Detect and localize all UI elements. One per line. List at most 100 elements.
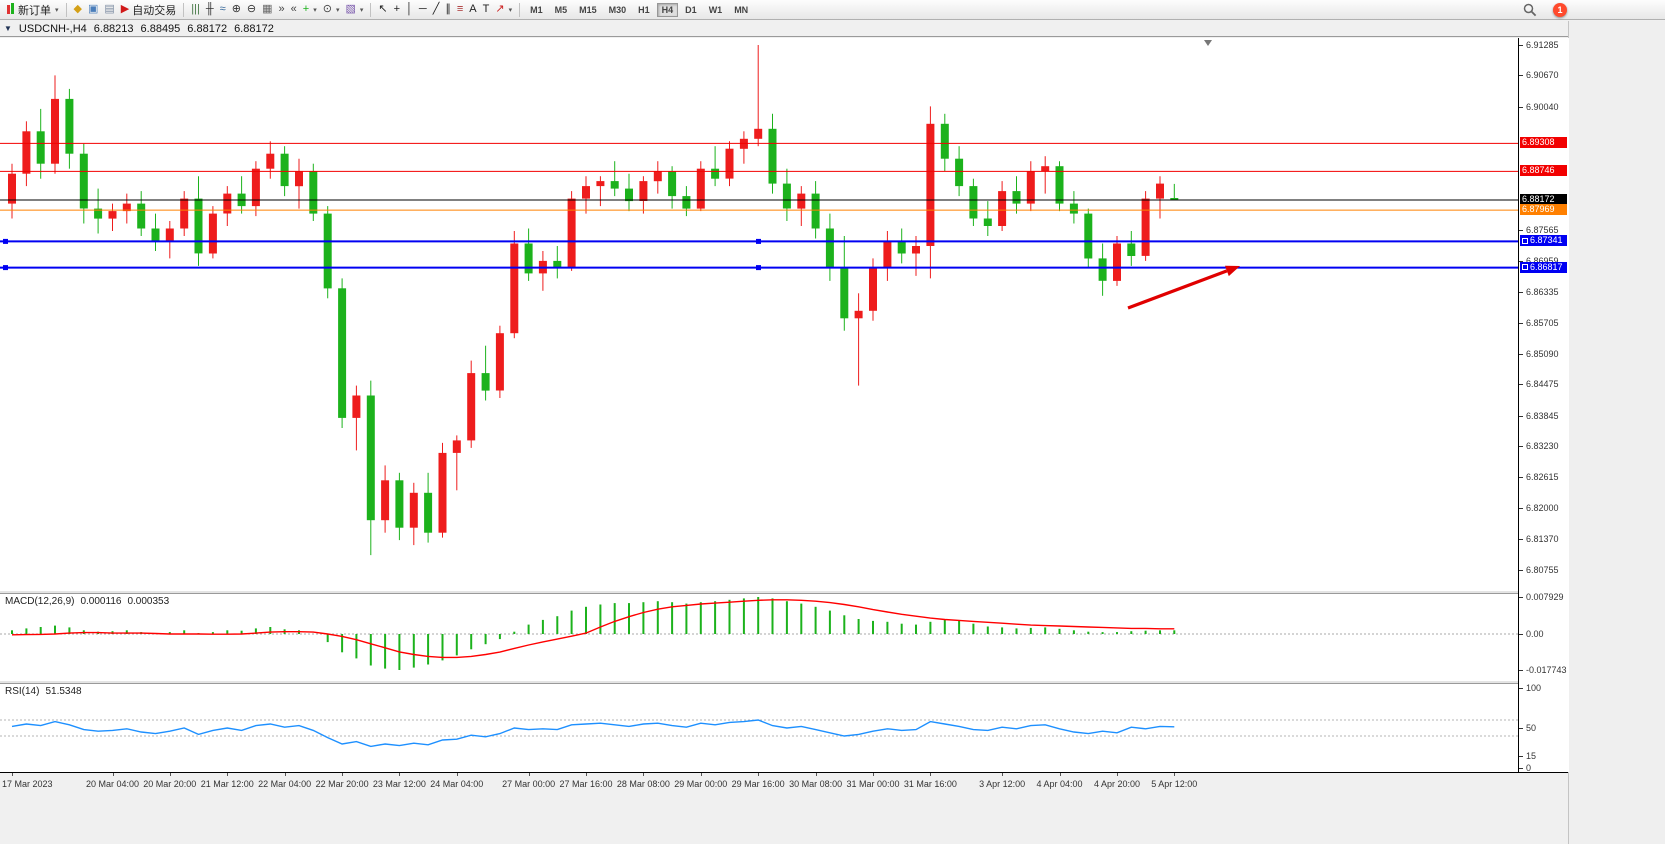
price-axis-label: 6.82615 [1526,472,1559,483]
rsi-line [11,719,1175,748]
time-axis-label: 20 Mar 20:00 [143,779,197,789]
time-axis-label: 28 Mar 08:00 [616,779,670,789]
chart-title-bar[interactable]: ▼ USDCNH-,H4 6.88213 6.88495 6.88172 6.8… [0,21,1568,37]
axis-tick [1519,415,1523,417]
crosshair-button[interactable]: + [391,2,403,18]
autotrading-label: 自动交易 [132,4,177,17]
ohlc-high: 6.88495 [140,22,181,35]
tile-windows-button[interactable]: ▦ [259,2,275,18]
auto-scroll-icon: » [278,3,285,15]
text-label-icon: T [482,3,490,15]
time-axis-label: 3 Apr 12:00 [979,779,1026,789]
time-tick [456,773,458,776]
timeframe-h4[interactable]: H4 [656,2,679,17]
navigator-button[interactable]: ▤ [101,2,117,18]
price-axis-label: 6.90040 [1526,101,1559,112]
text-button[interactable]: A [466,2,479,18]
timeframe-m5[interactable]: M5 [554,4,568,15]
pane-splitter[interactable] [0,680,1568,684]
timeframe-mn[interactable]: MN [734,4,749,15]
time-axis-label: 31 Mar 16:00 [903,779,957,789]
arrows-button[interactable]: ↗ ▾ [492,2,515,18]
vertical-line-icon: │ [406,3,413,15]
time-tick [758,773,760,776]
periods-button[interactable]: ⊙ ▾ [320,2,343,18]
rsi-value: 51.5348 [45,686,82,697]
ohlc-close: 6.88172 [234,22,274,35]
fibonacci-icon: ≡ [456,3,464,15]
notification-badge[interactable]: 1 [1553,3,1567,17]
price-axis[interactable]: 6.91285 6.90670 6.90040 6.87565 6.86959 6.863… [1518,38,1569,773]
zoom-out-button[interactable]: ⊖ [244,2,259,18]
trendline-button[interactable]: ╱ [430,2,443,18]
macd-histogram [11,597,1176,670]
macd-value-1: 0.000116 [80,596,122,607]
rsi-pane[interactable] [0,684,1518,772]
window-menu-icon[interactable]: ▼ [4,24,12,33]
cursor-button[interactable]: ↖ [375,2,390,18]
time-tick [227,773,229,776]
timeframe-w1[interactable]: W1 [708,4,723,15]
macd-pane[interactable] [0,594,1518,680]
line-handle[interactable] [3,238,8,244]
candlestick-chart-button[interactable]: ╫ [203,2,217,18]
text-label-button[interactable]: T [480,2,493,18]
line-handle[interactable] [756,265,761,271]
time-axis[interactable]: 17 Mar 2023 20 Mar 04:00 20 Mar 20:00 21 Ma… [0,772,1568,796]
price-axis-label: 6.90670 [1526,70,1559,81]
axis-tick [1519,477,1523,479]
bar-chart-icon: ||| [191,3,200,15]
data-window-button[interactable]: ▣ [85,2,101,18]
line-marker-icon [1522,237,1528,244]
vertical-line-button[interactable]: │ [403,2,416,18]
arrow-annotation[interactable] [1127,265,1240,310]
rsi-axis-label: 15 [1526,751,1537,761]
time-tick [1117,773,1118,776]
time-tick [342,773,344,776]
main-chart[interactable] [0,38,1518,590]
indicators-icon: + [302,3,310,15]
horizontal-line-button[interactable]: ─ [416,2,430,18]
axis-tick [1519,353,1523,355]
bar-chart-button[interactable]: ||| [188,2,203,18]
timeframe-m1[interactable]: M1 [530,4,543,15]
line-handle[interactable] [3,265,8,271]
auto-scroll-button[interactable]: » [276,2,288,18]
time-axis-label: 20 Mar 04:00 [85,779,140,789]
timeframes-group: M1 M5 M15 M30 H1 H4 D1 W1 MN [524,2,754,17]
chevron-down-icon: ▾ [359,6,364,14]
search-icon[interactable] [1523,3,1537,17]
main-toolbar: 新订单 ▾ ◆ ▣ ▤ ▶ 自动交易 ||| ╫ ≈ ⊕ ⊖ ▦» «+ ▾ ⊙ ▾ ▧ ▾ ↖ + │ ─ ╱ ∥… [0,0,1665,20]
pane-splitter[interactable] [0,590,1568,594]
timeframe-h1[interactable]: H1 [638,4,650,15]
price-axis-label: 6.83230 [1526,441,1559,452]
fibonacci-button[interactable]: ≡ [454,2,466,18]
periods-icon: ⊙ [322,3,332,15]
line-handle[interactable] [756,238,761,244]
axis-tick [1519,728,1523,729]
time-axis-label: 22 Mar 20:00 [315,779,369,789]
timeframe-m30[interactable]: M30 [608,4,627,15]
chart-shift-button[interactable]: « [288,2,300,18]
timeframe-m15[interactable]: M15 [579,4,597,15]
timeframe-d1[interactable]: D1 [685,4,697,15]
chevron-down-icon: ▾ [335,6,340,14]
new-order-button[interactable]: 新订单 ▾ [4,2,62,18]
templates-button[interactable]: ▧ ▾ [342,2,366,18]
axis-tick [1519,539,1523,541]
chevron-down-icon: ▾ [313,6,317,14]
indicators-button[interactable]: + ▾ [300,2,320,18]
time-axis-label: 22 Mar 04:00 [258,779,312,789]
market-watch-button[interactable]: ◆ [71,2,85,18]
line-chart-button[interactable]: ≈ [217,2,229,18]
chart-shift-marker[interactable] [1204,40,1212,46]
equidistant-channel-button[interactable]: ∥ [442,2,454,18]
price-label-current-price: 6.88172 [1520,194,1567,205]
time-axis-label: 4 Apr 20:00 [1093,779,1141,789]
time-axis-label: 29 Mar 00:00 [674,779,728,789]
arrows-icon: ↗ [495,3,505,15]
zoom-in-button[interactable]: ⊕ [229,2,244,18]
axis-tick [1519,75,1523,77]
autotrading-button[interactable]: ▶ 自动交易 [118,2,179,18]
line-chart-icon: ≈ [219,3,226,15]
